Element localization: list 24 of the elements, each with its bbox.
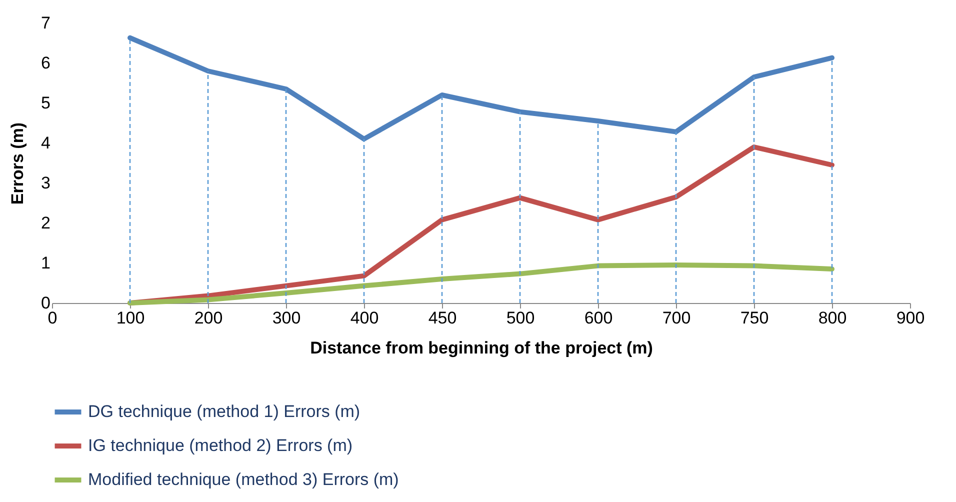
y-tick-label: 2: [41, 214, 50, 232]
x-tick-label: 400: [350, 308, 379, 328]
y-tick-label: 4: [41, 134, 50, 152]
x-tick-label: 500: [506, 308, 535, 328]
x-tick-label: 800: [818, 308, 847, 328]
y-tick-label: 6: [41, 54, 50, 72]
y-tick-label: 3: [41, 174, 50, 192]
x-tick-label: 450: [428, 308, 457, 328]
x-tick-label: 300: [272, 308, 301, 328]
y-tick-label: 1: [41, 254, 50, 272]
legend-label: IG technique (method 2) Errors (m): [88, 436, 353, 455]
x-tick-label: 200: [194, 308, 223, 328]
y-tick-label: 7: [41, 14, 50, 32]
y-tick-label: 0: [41, 294, 50, 312]
y-axis-title: Errors (m): [8, 122, 28, 205]
x-tick-label: 750: [740, 308, 769, 328]
x-tick-label: 900: [896, 308, 925, 328]
legend-label: Modified technique (method 3) Errors (m): [88, 470, 399, 489]
legend-label: DG technique (method 1) Errors (m): [88, 402, 360, 421]
x-tick-label: 600: [584, 308, 613, 328]
y-tick-label: 5: [41, 94, 50, 112]
x-tick-label: 700: [662, 308, 691, 328]
x-axis-title: Distance from beginning of the project (m): [310, 338, 653, 358]
x-tick-label: 100: [116, 308, 145, 328]
